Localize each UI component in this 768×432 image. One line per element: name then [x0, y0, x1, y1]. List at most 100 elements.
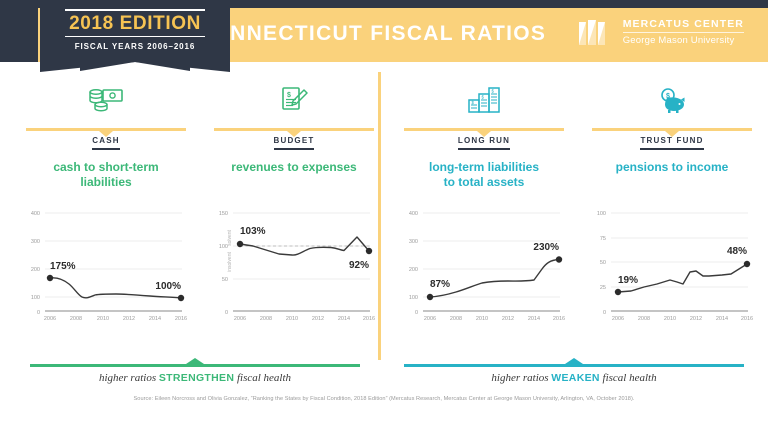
svg-text:2010: 2010 [476, 316, 488, 322]
svg-text:230%: 230% [533, 242, 559, 253]
svg-text:$: $ [472, 100, 475, 105]
svg-text:103%: 103% [240, 226, 266, 237]
svg-text:300: 300 [409, 239, 418, 245]
svg-text:0: 0 [415, 310, 418, 316]
weaken-bar [404, 359, 744, 367]
svg-text:2016: 2016 [741, 316, 753, 322]
svg-text:150: 150 [219, 211, 228, 217]
svg-text:$: $ [287, 92, 291, 99]
strengthen-keyword: STRENGTHEN [158, 372, 235, 384]
svg-text:100: 100 [31, 295, 40, 301]
svg-text:19%: 19% [618, 275, 638, 286]
long-run-buildings-icon: $ $ $ [390, 84, 578, 116]
panels-container: CASH cash to short-term liabilities 400 … [0, 62, 768, 362]
panel-rule-with-arrow [592, 128, 752, 136]
svg-text:2006: 2006 [612, 316, 624, 322]
svg-text:48%: 48% [727, 246, 747, 257]
header-bar: 2018 EDITION FISCAL YEARS 2006–2016 CONN… [0, 0, 768, 72]
weaken-caption: higher ratios WEAKEN fiscal health [404, 372, 744, 384]
svg-text:2014: 2014 [338, 316, 350, 322]
panel-kicker-budget: BUDGET [200, 136, 388, 150]
svg-text:2016: 2016 [363, 316, 375, 322]
panel-rule-with-arrow [214, 128, 374, 136]
svg-text:2016: 2016 [553, 316, 565, 322]
panel-ratio-long-run: long-term liabilities to total assets [390, 160, 578, 190]
svg-text:200: 200 [409, 267, 418, 273]
svg-text:2006: 2006 [44, 316, 56, 322]
svg-text:2012: 2012 [690, 316, 702, 322]
svg-text:2016: 2016 [175, 316, 187, 322]
svg-text:100: 100 [409, 295, 418, 301]
panel-ratio-cash: cash to short-term liabilities [12, 160, 200, 190]
svg-text:2012: 2012 [123, 316, 135, 322]
logo-org-name: MERCATUS CENTER [622, 18, 744, 30]
svg-text:92%: 92% [349, 260, 369, 271]
svg-text:$: $ [492, 89, 495, 94]
edition-badge: 2018 EDITION FISCAL YEARS 2006–2016 [40, 0, 230, 72]
svg-text:$: $ [666, 93, 670, 100]
svg-text:0: 0 [37, 310, 40, 316]
panel-kicker-cash: CASH [12, 136, 200, 150]
ratio-line-1: pensions to income [615, 160, 729, 174]
cash-money-icon [12, 84, 200, 116]
ratio-line-1: revenues to expenses [231, 160, 357, 174]
svg-text:2012: 2012 [502, 316, 514, 322]
svg-text:2010: 2010 [286, 316, 298, 322]
edition-badge-inner: 2018 EDITION FISCAL YEARS 2006–2016 [40, 0, 230, 72]
weaken-keyword: WEAKEN [551, 372, 600, 384]
budget-document-pencil-icon: $ [200, 84, 388, 116]
panel-budget: $ BUDGET revenues to expenses [200, 62, 388, 362]
panel-rule-with-arrow [404, 128, 564, 136]
logo-text: MERCATUS CENTER George Mason University [622, 18, 744, 46]
trust-fund-piggy-bank-icon: $ [578, 84, 766, 116]
header-yellow-band [178, 8, 768, 62]
panel-rule-with-arrow [26, 128, 186, 136]
svg-text:2014: 2014 [149, 316, 161, 322]
svg-text:175%: 175% [50, 261, 76, 272]
ratio-line-1: long-term liabilities [428, 160, 539, 174]
svg-text:0: 0 [603, 310, 606, 316]
svg-text:400: 400 [409, 211, 418, 217]
svg-text:2014: 2014 [716, 316, 728, 322]
badge-top-rule [65, 9, 205, 11]
svg-text:200: 200 [31, 267, 40, 273]
svg-text:100: 100 [597, 211, 606, 217]
svg-text:$: $ [482, 95, 485, 100]
ratio-line-1: cash to short-term [53, 160, 159, 174]
svg-text:2006: 2006 [424, 316, 436, 322]
strengthen-caption-suffix: fiscal health [234, 372, 292, 384]
svg-text:87%: 87% [430, 279, 450, 290]
svg-text:2008: 2008 [70, 316, 82, 322]
svg-text:100%: 100% [155, 281, 181, 292]
svg-text:100: 100 [219, 244, 228, 250]
chart-trust-fund: 100 75 50 25 0 2006 2008 2010 2012 2014 … [578, 198, 766, 328]
badge-title: 2018 EDITION [69, 13, 201, 34]
svg-text:0: 0 [225, 310, 228, 316]
svg-text:2006: 2006 [234, 316, 246, 322]
logo-divider [622, 32, 744, 33]
svg-text:2010: 2010 [97, 316, 109, 322]
svg-text:300: 300 [31, 239, 40, 245]
panel-ratio-trust-fund: pensions to income [578, 160, 766, 175]
ratio-line-2: to total assets [443, 175, 525, 189]
svg-text:50: 50 [600, 260, 606, 266]
svg-text:2008: 2008 [260, 316, 272, 322]
svg-text:2012: 2012 [312, 316, 324, 322]
center-vertical-divider [378, 72, 381, 360]
panel-kicker-trust-fund: TRUST FUND [578, 136, 766, 150]
svg-text:2008: 2008 [450, 316, 462, 322]
badge-subtitle: FISCAL YEARS 2006–2016 [74, 42, 196, 51]
svg-text:50: 50 [222, 277, 228, 283]
svg-text:solvent: solvent [227, 229, 233, 245]
panel-long-run: $ $ $ LONG RUN long-term liabilities to … [390, 62, 578, 362]
svg-text:400: 400 [31, 211, 40, 217]
strengthen-bar [30, 359, 360, 367]
svg-text:25: 25 [600, 285, 606, 291]
panel-trust-fund: $ TRUST FUND pensions to income [578, 62, 766, 362]
panel-kicker-long-run: LONG RUN [390, 136, 578, 150]
svg-text:insolvent: insolvent [227, 252, 233, 272]
svg-text:2008: 2008 [638, 316, 650, 322]
strengthen-caption-prefix: higher ratios [98, 372, 159, 384]
logo-university-name: George Mason University [622, 34, 735, 46]
mercatus-logo: MERCATUS CENTER George Mason University [578, 19, 744, 45]
